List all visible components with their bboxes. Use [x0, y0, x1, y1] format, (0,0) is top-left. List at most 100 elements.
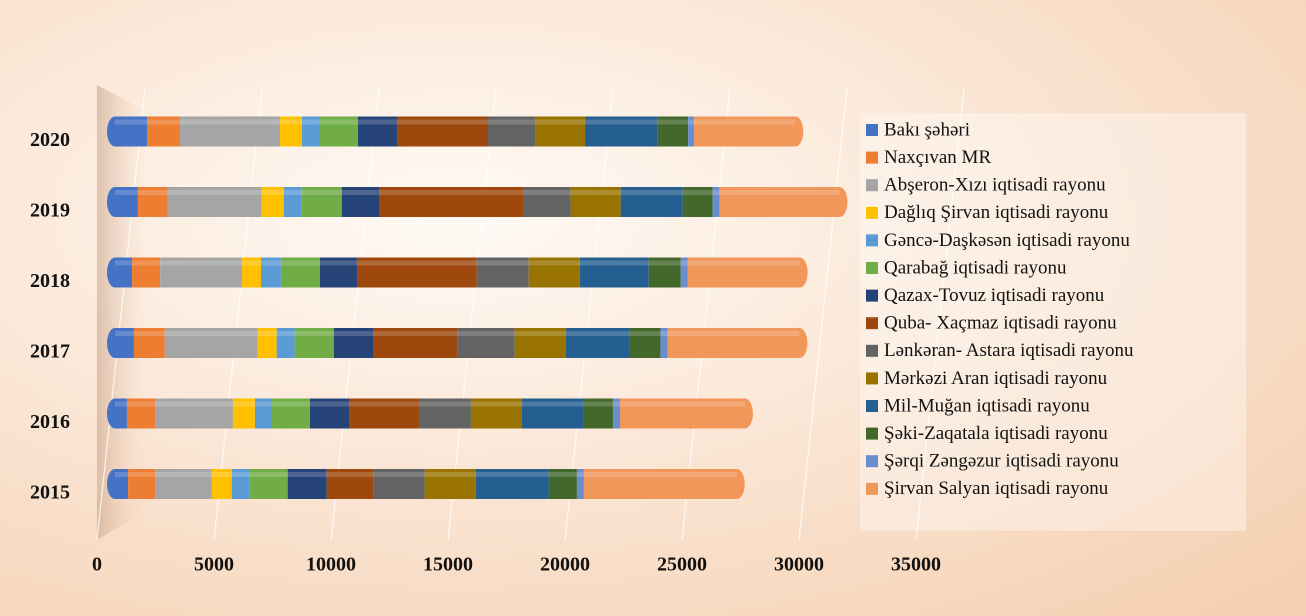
bar-segment: [356, 257, 477, 288]
bar-end: [787, 116, 804, 147]
bar-segment: [629, 328, 661, 358]
bar-segment: [261, 257, 281, 288]
bar-start: [107, 257, 123, 288]
bar-end: [831, 187, 848, 217]
bar-segment: [132, 257, 161, 288]
bar-segment: [660, 328, 668, 358]
legend-label: Şirvan Salyan iqtisadi rayonu: [884, 478, 1109, 499]
bar-segment: [535, 116, 586, 147]
bar-segment: [528, 257, 580, 288]
bar-segment: [257, 328, 277, 358]
bar-shine: [115, 260, 800, 266]
bar-end: [791, 257, 808, 288]
bar-segment: [620, 187, 683, 217]
bar-segment: [211, 469, 232, 499]
legend-swatch: [866, 262, 878, 274]
grid-line: [681, 87, 731, 541]
y-tick-label: 2020: [30, 129, 70, 151]
legend-label: Naxçıvan MR: [884, 147, 991, 168]
bar-shine: [115, 331, 800, 336]
legend-label: Mərkəzi Aran iqtisadi rayonu: [884, 368, 1108, 389]
bar-segment: [349, 398, 419, 429]
y-tick-label: 2017: [30, 341, 70, 363]
bar-segment: [667, 328, 800, 358]
bar-segment: [373, 469, 425, 499]
bar-segment: [475, 469, 549, 499]
bar-shine: [115, 472, 737, 477]
x-tick-label: 25000: [657, 554, 707, 576]
bar-segment: [319, 116, 358, 147]
bar-segment: [583, 469, 737, 499]
bar-segment: [487, 116, 536, 147]
legend-swatch: [866, 206, 878, 219]
grid-line: [96, 87, 146, 541]
bar-segment: [160, 257, 243, 288]
legend-label: Abşeron-Xızı iqtisadi rayonu: [884, 175, 1106, 196]
bar-segment: [457, 328, 515, 358]
bar-segment: [294, 328, 334, 358]
legend-label: Şəki-Zaqatala iqtisadi rayonu: [884, 423, 1108, 444]
grid-line: [564, 87, 614, 541]
bar-segment: [180, 116, 280, 147]
y-tick-label: 2019: [30, 200, 70, 222]
bar-segment: [565, 328, 630, 358]
bar-segment: [719, 187, 840, 217]
legend-swatch: [866, 289, 878, 302]
legend-swatch: [866, 344, 878, 357]
bar-segment: [126, 398, 156, 429]
bar-segment: [242, 257, 262, 288]
bar-start: [107, 187, 123, 217]
legend-swatch: [866, 427, 878, 440]
bar-segment: [254, 398, 273, 429]
legend-label: Bakı şəhəri: [884, 119, 970, 140]
bar-segment: [155, 398, 233, 429]
bar-start: [107, 469, 123, 499]
bar-segment: [309, 398, 349, 429]
bar-start: [107, 328, 123, 358]
legend-label: Qazax-Tovuz iqtisadi rayonu: [884, 285, 1105, 306]
bar-segment: [712, 187, 720, 217]
bar-segment: [301, 187, 342, 217]
bar-start: [107, 398, 123, 429]
bar-segment: [155, 469, 212, 499]
bar-segment: [283, 187, 302, 217]
x-tick-label: 0: [92, 554, 102, 576]
legend-label: Qarabağ iqtisadi rayonu: [884, 257, 1067, 278]
bar-segment: [287, 469, 327, 499]
bar-segment: [261, 187, 284, 217]
y-tick-label: 2015: [30, 482, 70, 504]
bar-segment: [694, 116, 796, 147]
bar-segment: [280, 257, 320, 288]
bar-segment: [548, 469, 577, 499]
bar-segment: [521, 398, 584, 429]
bar-segment: [333, 328, 374, 358]
grid-line: [915, 87, 965, 541]
legend-label: Gəncə-Daşkəsən iqtisadi rayonu: [884, 230, 1130, 251]
legend-label: Mil-Muğan iqtisadi rayonu: [884, 395, 1090, 416]
bar-segment: [373, 328, 458, 358]
bar-segment: [687, 257, 800, 288]
bar-segment: [272, 398, 310, 429]
bar-segment: [232, 398, 255, 429]
bar-segment: [164, 328, 258, 358]
bar-segment: [470, 398, 522, 429]
bar-segment: [585, 116, 658, 147]
bar-segment: [379, 187, 524, 217]
bar-segment: [576, 469, 584, 499]
bar-segment: [583, 398, 613, 429]
bar-segment: [357, 116, 397, 147]
legend-label: Şərqi Zəngəzur iqtisadi rayonu: [884, 451, 1119, 472]
bar-segment: [279, 116, 302, 147]
bar-segment: [476, 257, 529, 288]
bar-segment: [648, 257, 681, 288]
bar-end: [791, 328, 808, 358]
y-tick-label: 2018: [30, 270, 70, 292]
bar-segment: [688, 116, 695, 147]
bar-segment: [276, 328, 295, 358]
x-tick-label: 5000: [194, 554, 234, 576]
bar-segment: [231, 469, 250, 499]
bar-end: [736, 398, 753, 429]
bar-shine: [115, 401, 745, 407]
